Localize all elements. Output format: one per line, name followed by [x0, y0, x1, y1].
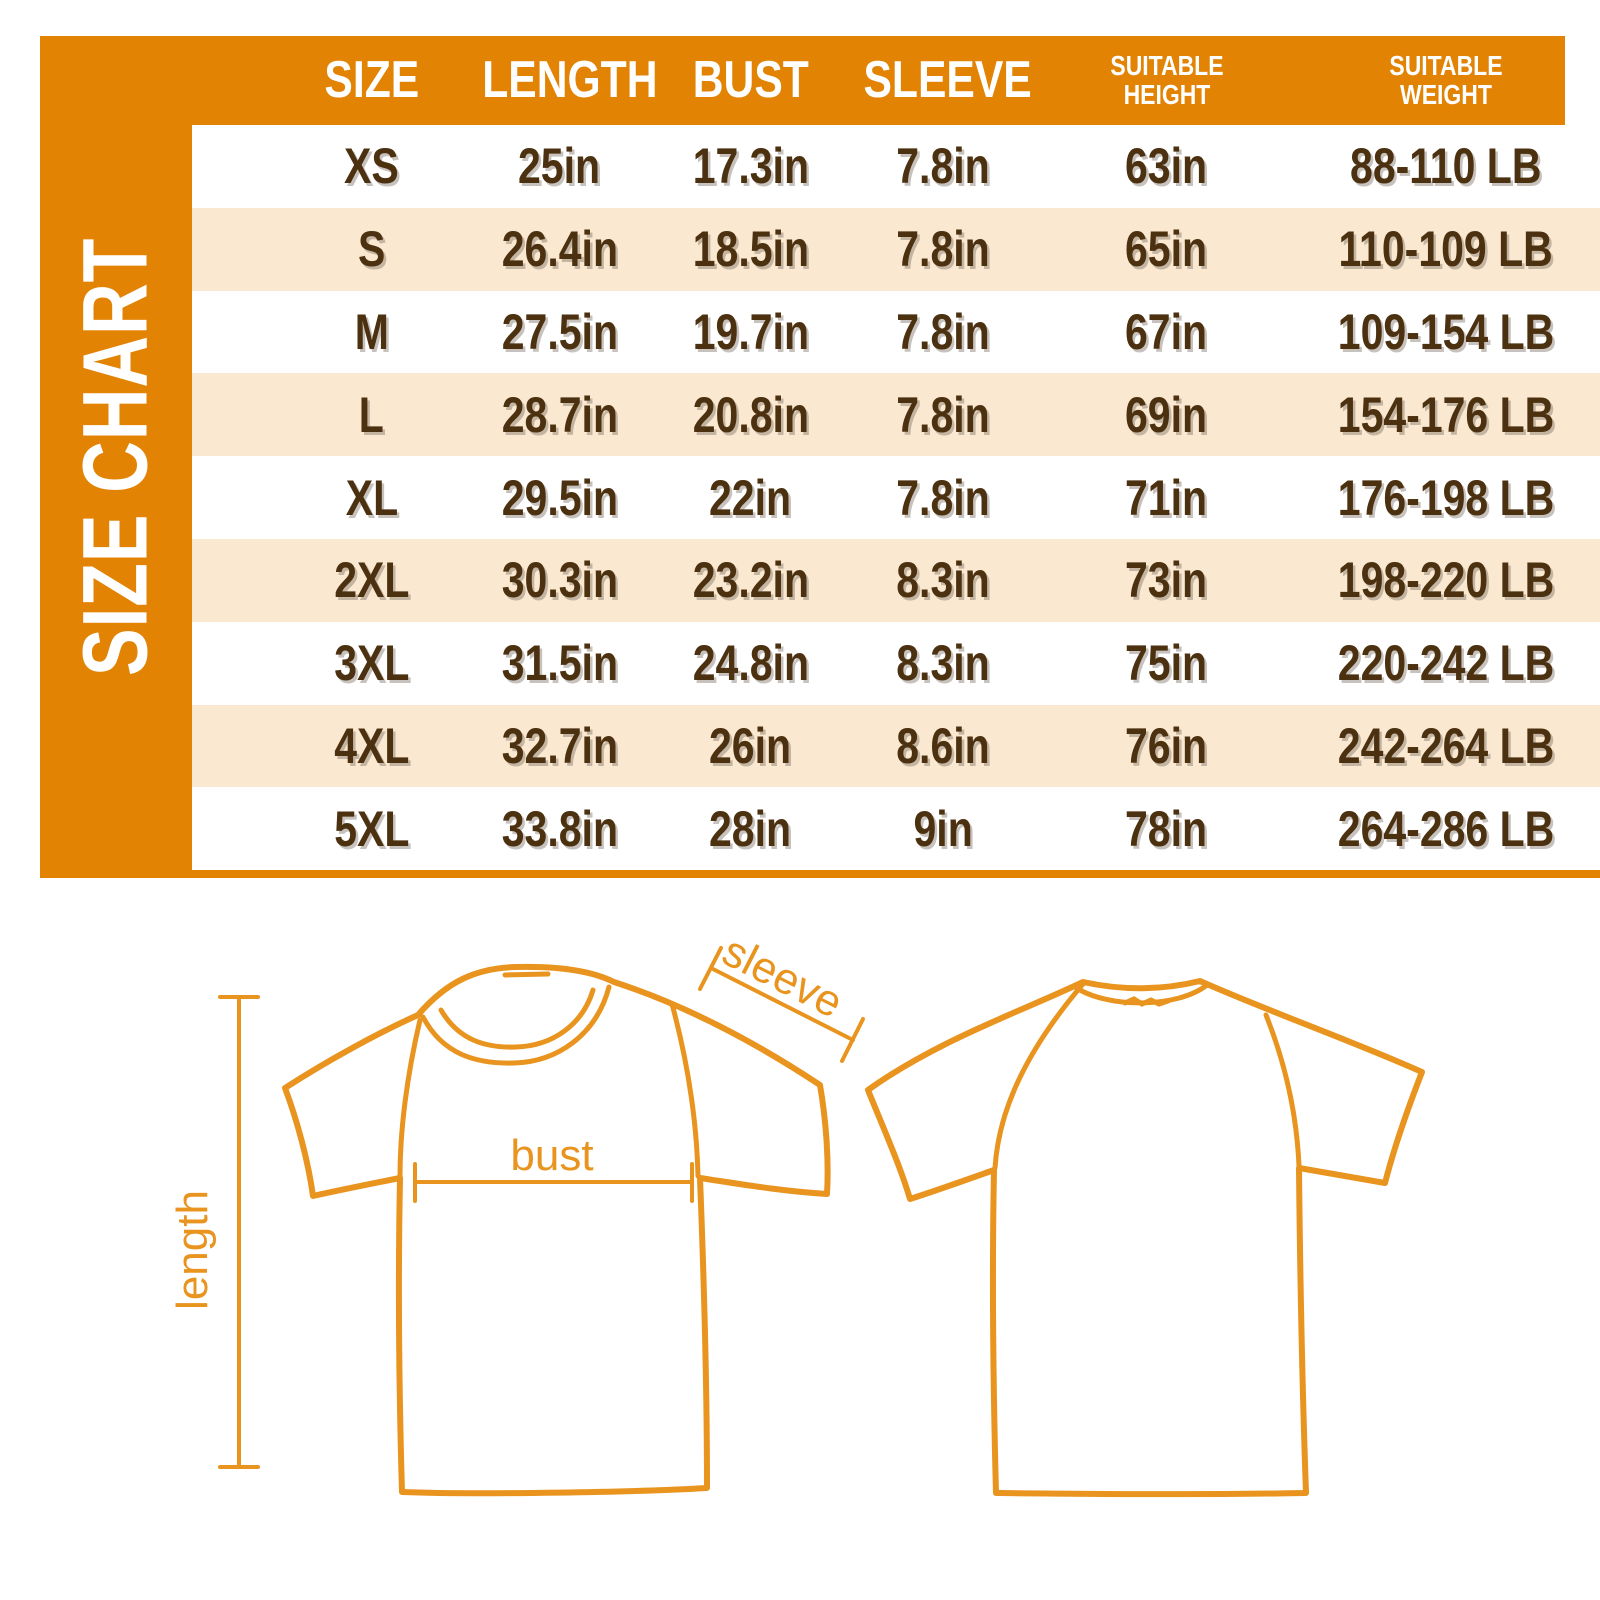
- cell-sleeve: 7.8in: [896, 469, 990, 526]
- cell-suitable-weight: 198-220 LB: [1337, 552, 1555, 609]
- cell-length: 28.7in: [501, 386, 618, 443]
- cell-sleeve: 7.8in: [896, 303, 990, 360]
- table-row: L 28.7in 20.8in 7.8in 69in 154-176 LB: [192, 373, 1600, 457]
- table-bottom-border: [192, 870, 1600, 878]
- bust-label: bust: [510, 1131, 593, 1180]
- length-measure-line: [218, 995, 260, 1469]
- column-header-suitable-height: SUITABLE HEIGHT: [1109, 49, 1224, 110]
- column-header-length: LENGTH: [482, 50, 658, 109]
- cell-bust: 19.7in: [692, 303, 809, 360]
- cell-suitable-weight: 109-154 LB: [1337, 303, 1555, 360]
- tshirt-measurement-diagram: length bust sleeve: [168, 926, 1425, 1498]
- table-row: 3XL 31.5in 24.8in 8.3in 75in 220-242 LB: [192, 621, 1600, 705]
- cell-suitable-height: 78in: [1125, 800, 1208, 857]
- cell-suitable-height: 71in: [1125, 469, 1208, 526]
- table-row: S 26.4in 18.5in 7.8in 65in 110-109 LB: [192, 207, 1600, 291]
- cell-suitable-height: 63in: [1125, 138, 1208, 195]
- cell-length: 30.3in: [501, 552, 618, 609]
- cell-suitable-height: 65in: [1125, 221, 1208, 278]
- cell-size: M: [354, 303, 389, 360]
- cell-sleeve: 8.3in: [896, 635, 990, 692]
- bust-measure-line: [413, 1162, 694, 1203]
- cell-suitable-weight: 264-286 LB: [1337, 800, 1555, 857]
- right-armhole-seam: [669, 1001, 701, 1179]
- cell-size: 5XL: [333, 800, 410, 857]
- length-label: length: [168, 1190, 217, 1310]
- table-body: XS 25in 17.3in 7.8in 63in 88-110 LB S 26…: [192, 125, 1600, 871]
- back-collar-tag-mark: [1122, 996, 1171, 1007]
- cell-bust: 28in: [709, 800, 792, 857]
- table-row: 4XL 32.7in 26in 8.6in 76in 242-264 LB: [192, 704, 1600, 788]
- cell-sleeve: 7.8in: [896, 221, 990, 278]
- cell-length: 25in: [518, 138, 601, 195]
- back-tshirt-drawing: [865, 978, 1425, 1498]
- cell-size: L: [358, 386, 385, 443]
- collar-inner-seam: [438, 987, 596, 1050]
- front-tshirt-drawing: [282, 963, 831, 1497]
- bust-measure: bust: [413, 1131, 694, 1203]
- cell-bust: 20.8in: [692, 386, 809, 443]
- cell-bust: 24.8in: [692, 635, 809, 692]
- cell-size: 2XL: [333, 552, 410, 609]
- cell-suitable-weight: 110-109 LB: [1338, 221, 1554, 278]
- column-header-suitable-weight: SUITABLE WEIGHT: [1389, 49, 1503, 110]
- cell-size: S: [357, 221, 386, 278]
- table-header-row: SIZE LENGTH BUST SLEEVE SUITABLE HEIGHT …: [192, 36, 1600, 125]
- size-chart-title-band: SIZE CHART: [40, 36, 192, 878]
- sleeve-measure-line: [698, 946, 865, 1063]
- cell-length: 32.7in: [501, 717, 618, 774]
- column-header-bust: BUST: [692, 50, 809, 109]
- table-row: M 27.5in 19.7in 7.8in 67in 109-154 LB: [192, 290, 1600, 374]
- sleeve-label: sleeve: [715, 926, 851, 1027]
- size-chart: SIZE CHART SIZE LENGTH BUST SLEEVE SUITA…: [40, 36, 1600, 878]
- column-header-sleeve: SLEEVE: [863, 50, 1032, 109]
- cell-size: 4XL: [333, 717, 410, 774]
- left-armhole-seam: [397, 1017, 423, 1179]
- cell-length: 27.5in: [501, 303, 618, 360]
- cell-size: XL: [345, 469, 398, 526]
- cell-bust: 17.3in: [692, 138, 809, 195]
- cell-bust: 26in: [709, 717, 792, 774]
- cell-suitable-weight: 242-264 LB: [1337, 717, 1555, 774]
- table-row: XL 29.5in 22in 7.8in 71in 176-198 LB: [192, 456, 1600, 539]
- length-measure: length: [168, 995, 260, 1469]
- cell-suitable-weight: 154-176 LB: [1337, 386, 1555, 443]
- cell-bust: 23.2in: [692, 552, 809, 609]
- cell-length: 33.8in: [501, 800, 618, 857]
- table-row: 5XL 33.8in 28in 9in 78in 264-286 LB: [192, 787, 1600, 871]
- cell-suitable-weight: 220-242 LB: [1337, 635, 1555, 692]
- cell-suitable-height: 76in: [1125, 717, 1208, 774]
- column-header-size: SIZE: [324, 50, 419, 109]
- collar-outer-seam: [420, 984, 612, 1066]
- cell-length: 29.5in: [501, 469, 618, 526]
- table-row: 2XL 30.3in 23.2in 8.3in 73in 198-220 LB: [192, 538, 1600, 622]
- back-right-armhole-seam: [1263, 1012, 1302, 1169]
- back-left-armhole-seam: [992, 981, 1086, 1171]
- table-row: XS 25in 17.3in 7.8in 63in 88-110 LB: [192, 125, 1600, 208]
- sleeve-measure: sleeve: [698, 926, 865, 1063]
- cell-suitable-height: 69in: [1125, 386, 1208, 443]
- cell-length: 26.4in: [501, 221, 618, 278]
- cell-sleeve: 8.3in: [896, 552, 990, 609]
- cell-suitable-weight: 176-198 LB: [1337, 469, 1555, 526]
- cell-size: 3XL: [333, 635, 410, 692]
- cell-bust: 22in: [709, 469, 792, 526]
- collar-rib-mark: [502, 971, 551, 978]
- cell-sleeve: 7.8in: [896, 386, 990, 443]
- cell-length: 31.5in: [501, 635, 618, 692]
- cell-suitable-height: 73in: [1125, 552, 1208, 609]
- cell-suitable-weight: 88-110 LB: [1350, 138, 1542, 195]
- cell-sleeve: 8.6in: [896, 717, 990, 774]
- cell-sleeve: 9in: [913, 800, 973, 857]
- cell-suitable-height: 75in: [1125, 635, 1208, 692]
- cell-suitable-height: 67in: [1125, 303, 1208, 360]
- cell-bust: 18.5in: [692, 221, 809, 278]
- cell-sleeve: 7.8in: [896, 138, 990, 195]
- cell-size: XS: [344, 138, 399, 195]
- size-chart-title: SIZE CHART: [64, 237, 167, 677]
